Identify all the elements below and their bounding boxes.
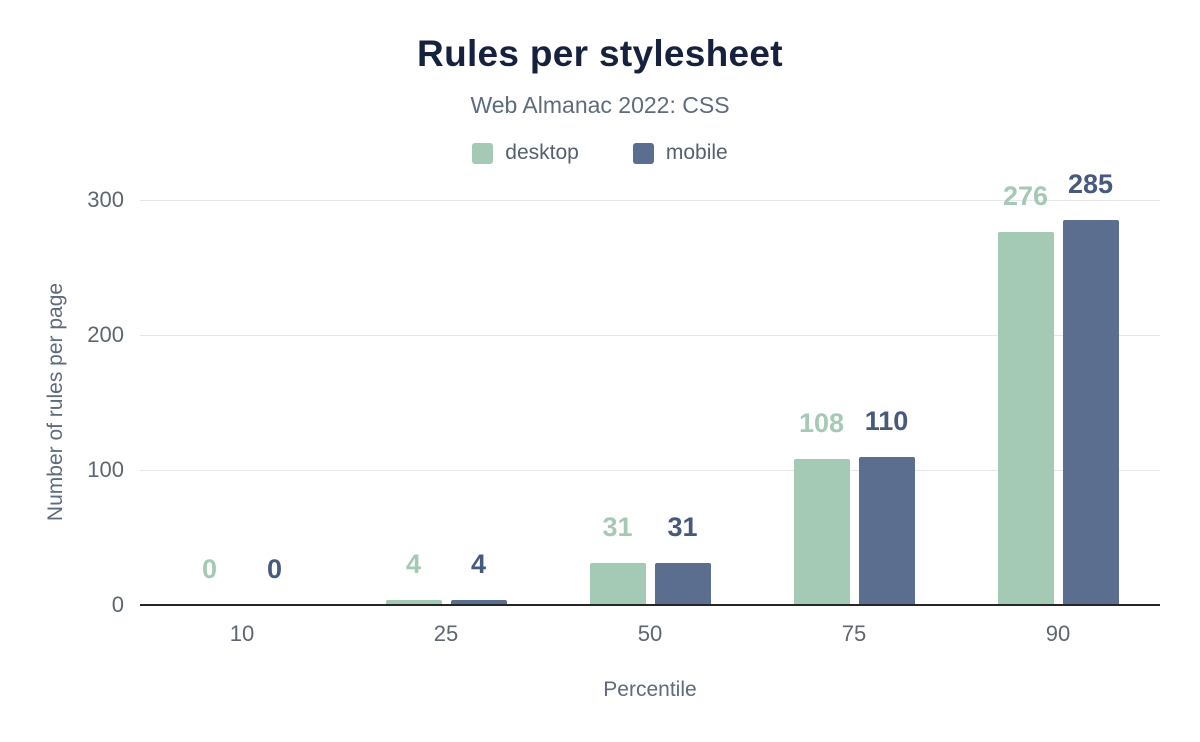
value-label-desktop: 31 (602, 512, 633, 543)
bar-mobile[interactable]: 285 (1062, 169, 1119, 605)
x-tick-label: 75 (841, 621, 867, 646)
legend-label-mobile: mobile (665, 141, 728, 164)
bar-groups: 0 0 4 4 31 31 108 110 276 285 (140, 169, 1160, 605)
chart-title: Rules per stylesheet (417, 33, 783, 74)
bar-mobile[interactable]: 4 (450, 549, 507, 605)
bar-desktop[interactable]: 276 (997, 181, 1054, 605)
value-label-desktop: 0 (201, 554, 218, 584)
legend-swatch-mobile (632, 142, 654, 164)
bar-desktop[interactable]: 31 (589, 512, 646, 605)
bar-mobile[interactable]: 110 (858, 406, 915, 605)
y-axis-title: Number of rules per page (44, 282, 67, 522)
x-tick-label: 90 (1045, 621, 1071, 646)
gridline (140, 470, 1160, 471)
legend-label-desktop: desktop (505, 141, 579, 164)
x-tick-label: 10 (229, 621, 255, 646)
bar-group: 31 31 (548, 200, 752, 605)
plot-area: 0 100 200 300 0 0 4 4 31 31 108 110 276 285 (87, 169, 1160, 617)
bar-group: 276 285 (956, 169, 1160, 605)
legend: desktop mobile (0, 141, 1200, 165)
x-axis-line (140, 604, 1160, 606)
y-tick-label: 100 (87, 457, 124, 482)
value-label-desktop: 276 (1002, 181, 1049, 212)
bar-desktop[interactable]: 108 (793, 408, 850, 605)
value-label-mobile: 0 (266, 554, 283, 584)
y-tick-label: 300 (87, 187, 124, 212)
x-tick-labels: 10 25 50 75 90 (140, 621, 1160, 647)
value-label-mobile: 4 (470, 548, 487, 579)
chart-subtitle: Web Almanac 2022: CSS (470, 92, 730, 118)
value-label-desktop: 4 (405, 548, 422, 579)
x-axis-title: Percentile (603, 678, 697, 701)
gridline (140, 335, 1160, 336)
x-tick-label: 25 (433, 621, 459, 646)
y-tick-label: 200 (87, 322, 124, 347)
value-label-mobile: 31 (667, 512, 698, 543)
legend-swatch-desktop (472, 142, 494, 164)
bar-group: 108 110 (752, 200, 956, 605)
y-tick-label: 0 (111, 592, 124, 617)
bar-desktop[interactable]: 4 (385, 549, 442, 605)
bar-mobile[interactable]: 31 (654, 512, 711, 605)
value-label-mobile: 285 (1067, 169, 1114, 200)
x-tick-label: 50 (637, 621, 663, 646)
gridline (140, 200, 1160, 201)
legend-item-desktop[interactable]: desktop (472, 141, 579, 165)
value-label-mobile: 110 (864, 405, 909, 436)
value-label-desktop: 108 (798, 408, 845, 439)
legend-item-mobile[interactable]: mobile (632, 141, 728, 165)
